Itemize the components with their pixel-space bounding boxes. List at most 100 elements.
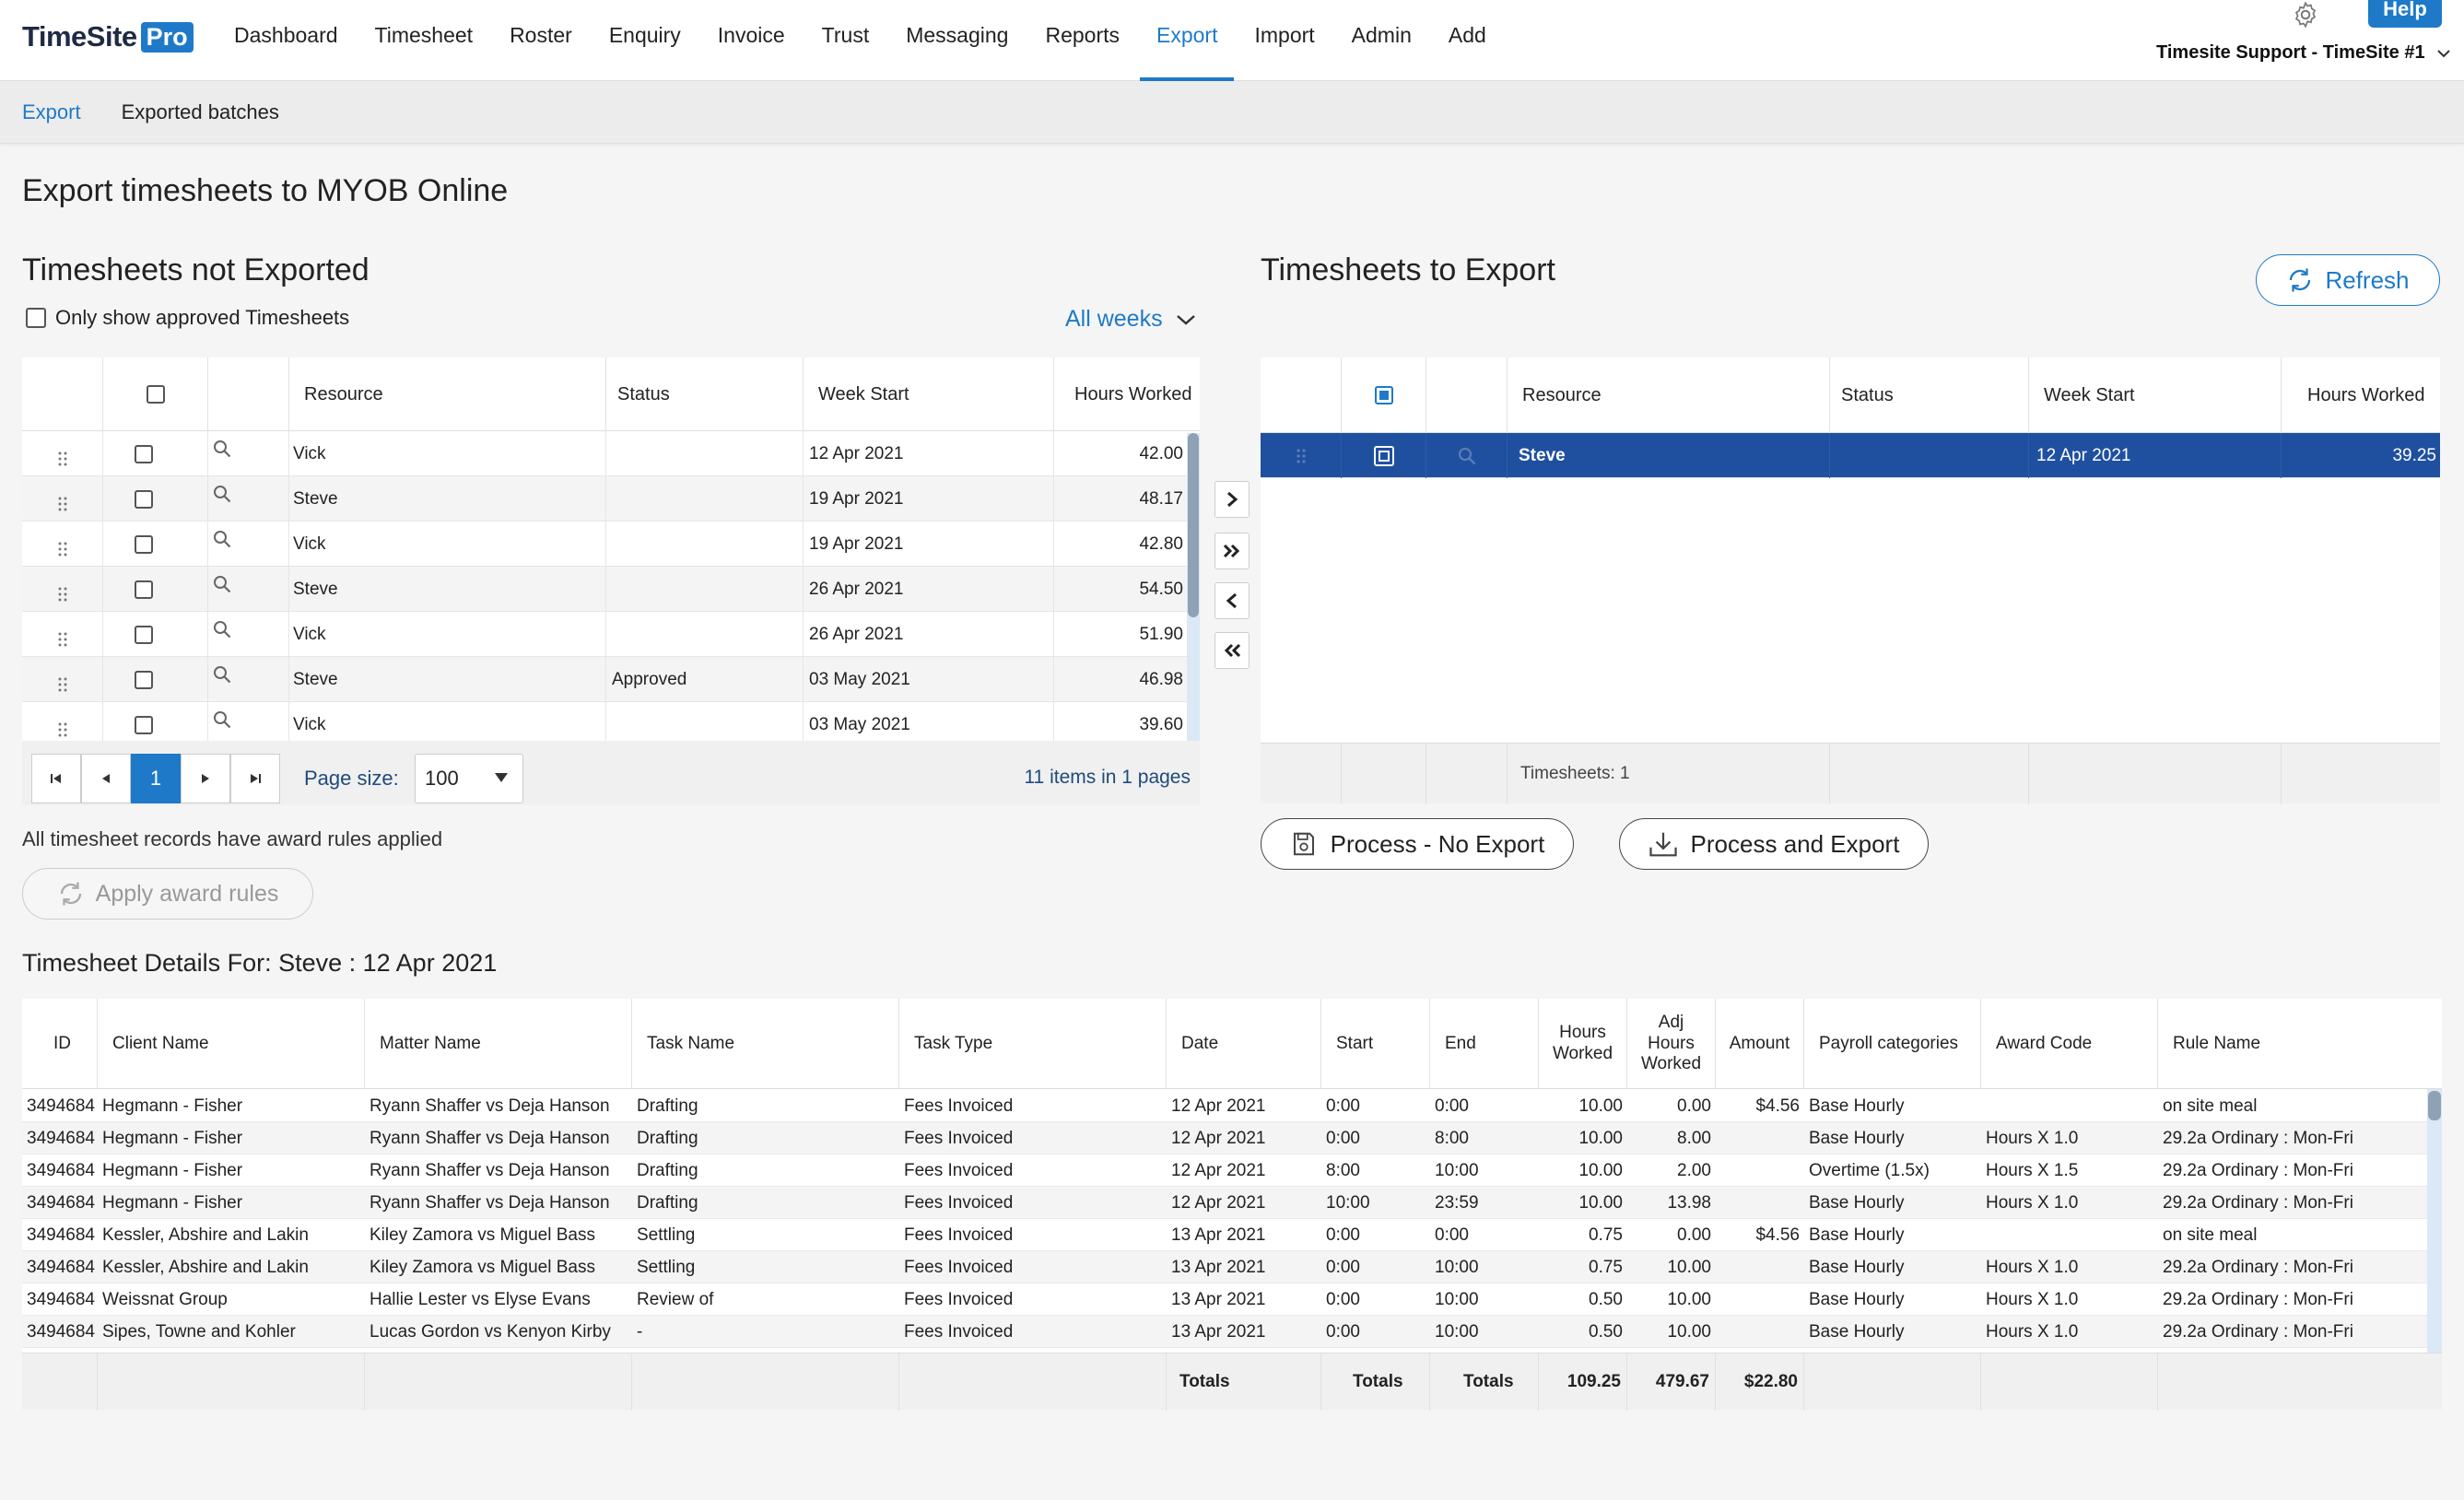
table-row[interactable]: 3494684 Kessler, Abshire and Lakin Kiley Z… [22,1251,2429,1283]
column-header-award-code[interactable]: Award Code [1981,999,2158,1089]
move-all-left-button[interactable] [1214,632,1250,669]
drag-handle[interactable] [22,567,103,612]
table-row[interactable]: Vick 26 Apr 2021 51.90 [22,612,1200,657]
process-no-export-button[interactable]: Process - No Export [1261,818,1574,870]
current-page-button[interactable]: 1 [131,754,181,803]
row-checkbox[interactable] [135,715,153,734]
table-row[interactable]: 3494684 Sipes, Towne and Kohler Lucas Gord… [22,1316,2429,1348]
nav-admin[interactable]: Admin [1351,23,1412,47]
grid-scrollbar[interactable] [1187,433,1200,741]
first-page-button[interactable] [31,754,81,803]
nav-add[interactable]: Add [1448,23,1486,47]
row-checkbox[interactable] [135,489,153,509]
nav-dashboard[interactable]: Dashboard [234,23,338,47]
last-page-button[interactable] [230,754,280,803]
drag-handle[interactable] [22,521,103,567]
column-header-week-start[interactable]: Week Start [2029,357,2282,433]
column-header-hours-worked[interactable]: Hours Worked [1074,383,1192,404]
apply-award-rules-button[interactable]: Apply award rules [22,868,313,920]
help-button[interactable]: Help [2368,0,2442,28]
column-header-resource[interactable]: Resource [289,357,606,431]
nav-invoice[interactable]: Invoice [717,23,785,47]
table-row[interactable]: Vick 12 Apr 2021 42.00 [22,431,1200,476]
table-row[interactable]: 3494684 Hegmann - Fisher Ryann Shaffer vs … [22,1154,2429,1187]
search-icon[interactable] [212,574,232,594]
search-icon[interactable] [212,484,232,504]
details-scrollbar[interactable] [2427,1089,2442,1353]
nav-reports[interactable]: Reports [1045,23,1120,47]
search-icon[interactable] [212,709,232,730]
search-icon[interactable] [1457,446,1477,466]
table-row[interactable]: 3494684 Kessler, Abshire and Lakin Kiley Z… [22,1219,2429,1251]
nav-roster[interactable]: Roster [510,23,572,47]
column-header-task-name[interactable]: Task Name [632,999,899,1089]
move-all-right-button[interactable] [1214,533,1250,569]
table-row[interactable]: 3494684 Weissnat Group Hallie Lester vs El… [22,1283,2429,1316]
subnav-exported-batches[interactable]: Exported batches [121,100,279,123]
drag-handle[interactable] [22,702,103,747]
column-header-hours-worked[interactable]: Hours Worked [1539,999,1627,1089]
column-header-matter-name[interactable]: Matter Name [365,999,632,1089]
table-row[interactable]: 3494684 Hegmann - Fisher Ryann Shaffer vs … [22,1187,2429,1219]
drag-handle[interactable] [22,431,103,476]
drag-handle[interactable] [22,657,103,702]
column-header-status[interactable]: Status [606,357,804,431]
next-page-button[interactable] [181,754,230,803]
row-checkbox[interactable] [135,444,153,463]
column-header-date[interactable]: Date [1167,999,1321,1089]
nav-enquiry[interactable]: Enquiry [608,23,681,47]
search-icon[interactable] [212,439,232,459]
tenant-selector[interactable]: Timesite Support - TimeSite #1 [2156,42,2453,64]
table-row[interactable]: 3494684 Hegmann - Fisher Ryann Shaffer vs … [22,1090,2429,1122]
search-icon[interactable] [212,619,232,639]
gear-icon[interactable] [2291,0,2320,29]
refresh-button[interactable]: Refresh [2256,254,2440,306]
subnav-export[interactable]: Export [22,100,81,123]
table-row[interactable]: Steve 19 Apr 2021 48.17 [22,476,1200,521]
table-row[interactable]: Steve 26 Apr 2021 54.50 [22,567,1200,612]
drag-handle[interactable] [22,476,103,521]
page-size-select[interactable]: 100 [415,754,523,803]
checkbox[interactable] [26,308,46,328]
row-checkbox[interactable] [135,625,153,644]
process-and-export-button[interactable]: Process and Export [1619,818,1929,870]
drag-handle[interactable] [1261,433,1342,478]
table-row[interactable]: Steve 12 Apr 2021 39.25 [1261,433,2440,478]
scrollbar-thumb[interactable] [2428,1091,2441,1120]
select-all-checkbox[interactable] [146,385,165,404]
column-header-resource[interactable]: Resource [1508,357,1830,433]
nav-trust[interactable]: Trust [821,23,870,47]
row-checkbox[interactable] [135,580,153,599]
row-checkbox[interactable] [135,534,153,554]
column-header-status[interactable]: Status [1830,357,2029,433]
nav-import[interactable]: Import [1254,23,1315,47]
column-header-week-start[interactable]: Week Start [804,357,1054,431]
column-header-payroll-categories[interactable]: Payroll categories [1804,999,1981,1089]
prev-page-button[interactable] [81,754,131,803]
row-checkbox[interactable] [1373,445,1394,466]
column-header-hours-worked[interactable]: Hours Worked [2307,384,2425,405]
move-selected-left-button[interactable] [1214,582,1250,619]
nav-export[interactable]: Export [1138,0,1236,81]
scrollbar-thumb[interactable] [1188,433,1199,617]
row-checkbox[interactable] [135,670,153,689]
move-selected-right-button[interactable] [1214,481,1250,518]
column-header-rule-name[interactable]: Rule Name [2173,1033,2261,1053]
table-row[interactable]: 3494684 Hegmann - Fisher Ryann Shaffer vs … [22,1122,2429,1154]
table-row[interactable]: Steve Approved 03 May 2021 46.98 [22,657,1200,702]
search-icon[interactable] [212,664,232,685]
nav-messaging[interactable]: Messaging [906,23,1009,47]
select-all-checkbox[interactable] [1374,386,1393,404]
column-header-id[interactable]: ID [22,999,98,1089]
app-logo[interactable]: TimeSite Pro [22,20,194,53]
column-header-adj-hours-worked[interactable]: Adj Hours Worked [1627,999,1716,1089]
column-header-amount[interactable]: Amount [1716,999,1804,1089]
column-header-start[interactable]: Start [1321,999,1430,1089]
column-header-end[interactable]: End [1430,999,1539,1089]
approved-only-checkbox[interactable]: Only show approved Timesheets [26,306,349,330]
drag-handle[interactable] [22,612,103,657]
column-header-task-type[interactable]: Task Type [899,999,1167,1089]
table-row[interactable]: Vick 19 Apr 2021 42.80 [22,521,1200,567]
nav-timesheet[interactable]: Timesheet [374,23,474,47]
weeks-filter-dropdown[interactable]: All weeks [1065,306,1196,333]
